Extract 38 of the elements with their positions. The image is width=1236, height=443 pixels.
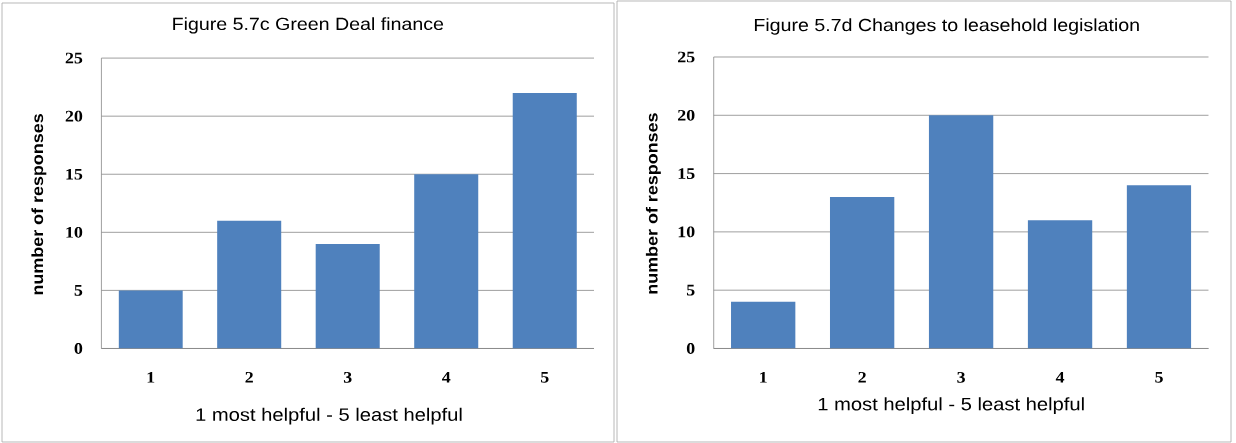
y-axis-title: number of responses [31, 114, 47, 295]
bar [217, 220, 282, 349]
y-tick-label: 5 [74, 285, 83, 296]
bar [512, 92, 577, 349]
x-tick-label: 5 [540, 372, 549, 383]
bar [118, 290, 183, 349]
x-axis-title: 1 most helpful - 5 least helpful [818, 397, 1084, 415]
bar [829, 196, 895, 349]
y-tick-label: 10 [678, 226, 695, 238]
bar [414, 174, 479, 349]
y-tick-label: 5 [686, 284, 695, 296]
x-tick-label: 2 [245, 372, 253, 383]
y-tick-label: 0 [686, 343, 695, 354]
bar [928, 115, 994, 349]
x-tick-label: 1 [760, 372, 767, 383]
y-tick-label: 25 [678, 51, 695, 63]
y-tick-label: 20 [65, 110, 83, 122]
y-tick-label: 20 [678, 109, 695, 121]
y-axis-title: number of responses [645, 113, 661, 294]
chart-title: Figure 5.7c Green Deal finance [173, 17, 444, 34]
x-axis-title: 1 most helpful - 5 least helpful [196, 407, 462, 425]
bar [315, 243, 380, 349]
y-tick-label: 0 [74, 343, 83, 354]
y-tick-label: 15 [678, 168, 695, 179]
x-tick-label: 5 [1155, 372, 1163, 383]
x-tick-label: 4 [442, 372, 451, 383]
x-tick-label: 4 [1055, 372, 1065, 383]
bar [1027, 220, 1093, 349]
y-tick-label: 25 [65, 52, 83, 64]
x-tick-label: 2 [858, 372, 866, 383]
y-tick-label: 10 [66, 226, 83, 238]
x-tick-label: 3 [957, 372, 965, 383]
x-tick-label: 1 [147, 372, 155, 383]
chart-title: Figure 5.7d Changes to leasehold legislation [754, 18, 1139, 35]
bar [731, 301, 796, 349]
bar [1126, 185, 1192, 349]
y-tick-label: 15 [66, 168, 83, 180]
x-tick-label: 3 [343, 372, 352, 383]
